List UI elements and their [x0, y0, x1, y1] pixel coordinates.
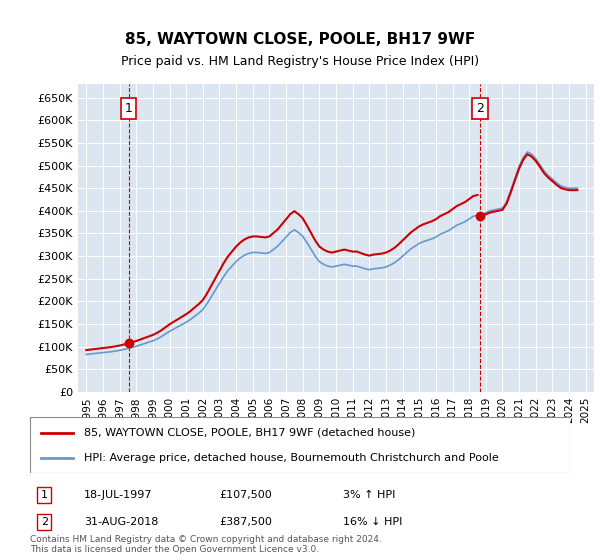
Text: Price paid vs. HM Land Registry's House Price Index (HPI): Price paid vs. HM Land Registry's House … — [121, 55, 479, 68]
Text: 16% ↓ HPI: 16% ↓ HPI — [343, 517, 403, 527]
Text: 1: 1 — [125, 102, 133, 115]
Text: 31-AUG-2018: 31-AUG-2018 — [84, 517, 158, 527]
Text: 3% ↑ HPI: 3% ↑ HPI — [343, 490, 395, 500]
Text: 85, WAYTOWN CLOSE, POOLE, BH17 9WF (detached house): 85, WAYTOWN CLOSE, POOLE, BH17 9WF (deta… — [84, 428, 415, 438]
Text: £107,500: £107,500 — [219, 490, 272, 500]
Text: 2: 2 — [41, 517, 48, 527]
FancyBboxPatch shape — [30, 417, 570, 473]
Text: 1: 1 — [41, 490, 48, 500]
Text: 2: 2 — [476, 102, 484, 115]
Text: 18-JUL-1997: 18-JUL-1997 — [84, 490, 152, 500]
Text: 85, WAYTOWN CLOSE, POOLE, BH17 9WF: 85, WAYTOWN CLOSE, POOLE, BH17 9WF — [125, 32, 475, 46]
Text: £387,500: £387,500 — [219, 517, 272, 527]
Text: HPI: Average price, detached house, Bournemouth Christchurch and Poole: HPI: Average price, detached house, Bour… — [84, 452, 499, 463]
Text: Contains HM Land Registry data © Crown copyright and database right 2024.
This d: Contains HM Land Registry data © Crown c… — [30, 535, 382, 554]
